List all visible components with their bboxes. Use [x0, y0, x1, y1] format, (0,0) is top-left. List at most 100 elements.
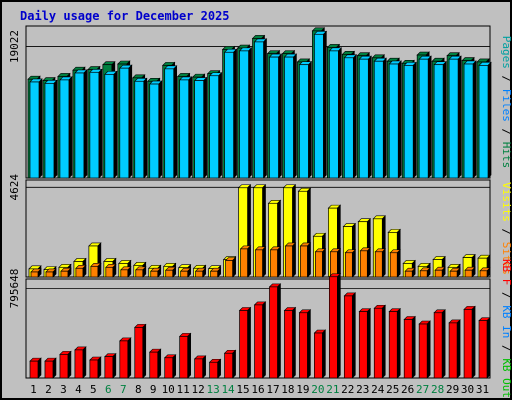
- bar-files-27-side: [427, 55, 432, 179]
- bar-kbf-15: [239, 310, 248, 379]
- bar-kbf-30: [463, 309, 473, 379]
- bar-files-28: [433, 64, 444, 179]
- bar-kbf-14-side: [232, 349, 236, 379]
- x-tick-7: 7: [120, 383, 127, 396]
- legend-entry: Pages: [500, 36, 512, 69]
- x-tick-24: 24: [371, 383, 385, 396]
- x-tick-18: 18: [281, 383, 294, 396]
- bar-kbf-21-side: [337, 273, 341, 379]
- bar-kbf-23: [358, 311, 368, 379]
- bar-kbf-25: [388, 311, 398, 379]
- bar-kbf-6: [104, 356, 114, 379]
- bar-kbf-4-side: [82, 346, 87, 379]
- x-tick-19: 19: [296, 383, 309, 396]
- legend-entry: KB F: [500, 259, 512, 286]
- bar-kbf-25-side: [396, 307, 401, 379]
- bar-kbf-22: [343, 295, 353, 379]
- bar-kbf-18: [284, 310, 293, 379]
- bar-files-9-side: [158, 80, 163, 179]
- bar-files-3-side: [68, 76, 73, 179]
- bar-files-13-side: [218, 72, 222, 179]
- x-tick-9: 9: [150, 383, 157, 396]
- bar-sites-18-side: [292, 242, 296, 278]
- bar-sites-24-side: [381, 248, 386, 278]
- bar-files-20-side: [323, 30, 327, 179]
- bar-kbf-7-side: [127, 337, 132, 379]
- bar-kbf-9: [149, 351, 159, 379]
- bar-sites-6: [105, 266, 114, 278]
- bar-files-10-side: [173, 65, 178, 179]
- legend-entry: Visits: [500, 182, 512, 222]
- x-tick-3: 3: [60, 383, 67, 396]
- pages-files-hits-legend: Pages / Files / Hits: [500, 36, 512, 169]
- bar-kbf-3: [59, 354, 69, 379]
- bar-kbf-9-side: [157, 348, 162, 379]
- bar-files-7: [119, 67, 130, 179]
- bar-kbf-11-side: [187, 332, 191, 379]
- x-tick-16: 16: [251, 383, 264, 396]
- bar-files-23-side: [367, 55, 372, 179]
- bar-files-5: [89, 71, 100, 179]
- bar-sites-4: [75, 267, 84, 278]
- bar-files-9: [149, 83, 160, 179]
- bar-files-25: [388, 63, 399, 179]
- bar-kbf-2: [44, 360, 54, 379]
- bar-sites-22-side: [352, 249, 356, 278]
- bar-files-11-side: [188, 76, 192, 179]
- bar-kbf-1: [29, 360, 39, 379]
- bar-kbf-4: [74, 349, 84, 379]
- bar-kbf-13-side: [217, 358, 221, 379]
- bar-sites-18: [285, 245, 293, 278]
- visits-sites-legend: Visits / Sites: [500, 182, 512, 275]
- bar-sites-3: [60, 270, 69, 278]
- bar-files-22: [343, 57, 354, 179]
- bar-kbf-10: [164, 357, 174, 379]
- bar-kbf-15-side: [247, 306, 251, 379]
- bar-files-10: [164, 68, 175, 179]
- bar-kbf-10-side: [172, 354, 177, 379]
- bar-kbf-31: [478, 320, 488, 379]
- bar-kbf-24: [373, 307, 383, 379]
- bar-sites-27: [419, 270, 428, 278]
- kb-ymax-label: 795648: [8, 269, 21, 309]
- bar-sites-20: [315, 251, 323, 278]
- legend-entry: Files: [500, 89, 512, 122]
- bar-kbf-22-side: [352, 292, 356, 379]
- bar-kbf-11: [179, 336, 189, 379]
- bar-files-19: [299, 64, 309, 179]
- x-tick-30: 30: [461, 383, 474, 396]
- bar-files-7-side: [128, 64, 133, 179]
- bar-sites-30: [464, 269, 473, 278]
- bar-files-26-side: [412, 61, 417, 179]
- bar-files-30-side: [472, 60, 477, 179]
- bar-files-14-side: [233, 48, 237, 179]
- bar-kbf-18-side: [292, 306, 296, 379]
- bar-sites-28: [434, 269, 443, 278]
- bar-files-18: [284, 56, 294, 179]
- bar-files-25-side: [397, 60, 402, 179]
- bar-kbf-1-side: [37, 357, 42, 379]
- x-tick-14: 14: [221, 383, 235, 396]
- bar-kbf-17: [269, 286, 278, 379]
- bar-kbf-26: [403, 319, 413, 379]
- bar-kbf-16: [254, 304, 263, 379]
- x-tick-21: 21: [326, 383, 339, 396]
- bar-kbf-23-side: [366, 307, 371, 379]
- bar-files-24: [373, 60, 384, 179]
- bar-sites-26: [404, 270, 413, 278]
- bar-sites-19: [300, 245, 308, 278]
- x-tick-13: 13: [206, 383, 219, 396]
- bar-kbf-28: [433, 312, 443, 379]
- bar-sites-15-side: [247, 245, 251, 278]
- bar-sites-16-side: [262, 246, 266, 278]
- bar-files-31: [478, 65, 489, 179]
- bar-kbf-20: [314, 332, 323, 379]
- bar-kbf-30-side: [471, 305, 476, 379]
- bar-files-17: [269, 56, 279, 179]
- bar-kbf-3-side: [67, 350, 72, 379]
- x-tick-2: 2: [45, 383, 52, 396]
- x-tick-20: 20: [311, 383, 324, 396]
- bar-kbf-27: [418, 323, 428, 379]
- bar-sites-9: [150, 270, 159, 278]
